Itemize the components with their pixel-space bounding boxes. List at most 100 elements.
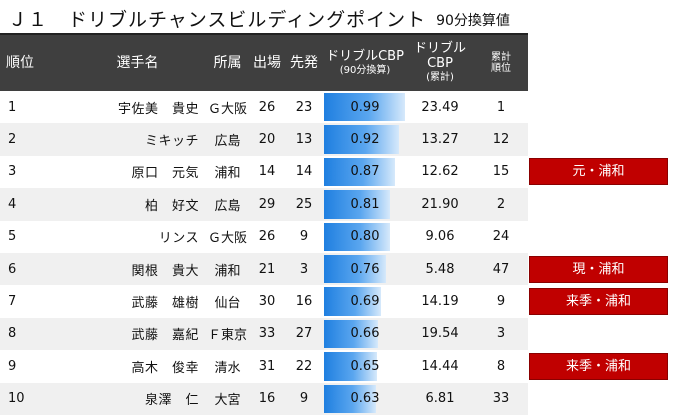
table-row: 3 原口 元気 浦和 14 14 0.87 12.62 15 xyxy=(0,156,528,188)
header-rank: 順位 xyxy=(0,35,70,91)
player-name: 泉澤 仁 xyxy=(70,382,205,415)
cbp-value: 0.69 xyxy=(350,294,380,310)
total-rank-cell: 9 xyxy=(496,294,506,310)
apps-cell: 14 xyxy=(258,164,276,180)
player-name: 武藤 雄樹 xyxy=(131,296,199,312)
cbp-cell: 0.76 xyxy=(324,252,406,286)
table-row: 9 高木 俊幸 清水 31 22 0.65 14.44 8 xyxy=(0,350,528,382)
total-rank-cell: 1 xyxy=(496,99,506,115)
total-cell: 14.19 xyxy=(421,294,459,310)
cbp-value: 0.66 xyxy=(350,326,380,342)
player-name: 武藤 嘉紀 xyxy=(70,317,205,351)
status-badge: 来季・浦和 xyxy=(529,352,668,380)
header-total-rank: 累計 順位 xyxy=(474,35,528,91)
header-cbp-line2: (90分換算) xyxy=(339,64,391,76)
table-header-row: 順位 選手名 所属 出場 先発 ドリブルCBP (90分換算) ドリブル CBP… xyxy=(0,35,528,91)
header-club: 所属 xyxy=(205,35,250,91)
club-cell: 清水 xyxy=(214,360,241,376)
status-badge: 元・浦和 xyxy=(529,158,668,186)
club-cell: 仙台 xyxy=(214,296,241,312)
rank-cell: 8 xyxy=(0,317,70,351)
header-trank-line2: 順位 xyxy=(491,63,511,74)
cbp-value: 0.99 xyxy=(350,99,380,115)
starts-cell: 25 xyxy=(284,188,324,221)
cbp-cell: 0.66 xyxy=(324,317,406,351)
cbp-cell: 0.99 xyxy=(324,91,406,123)
club-cell: Ｆ東京 xyxy=(205,317,250,351)
starts-cell: 22 xyxy=(295,358,313,374)
table-row: 6 関根 貴大 浦和 21 3 0.76 5.48 47 xyxy=(0,252,528,286)
cbp-bar xyxy=(324,157,396,187)
starts-cell: 16 xyxy=(295,294,313,310)
club-cell: 浦和 xyxy=(214,166,241,182)
total-cell: 19.54 xyxy=(406,317,474,351)
club-cell: 浦和 xyxy=(205,252,250,286)
header-total-line1: ドリブル xyxy=(413,41,466,57)
header-name: 選手名 xyxy=(70,35,205,91)
table-row: 5 リンス Ｇ大阪 26 9 0.80 9.06 24 xyxy=(0,221,528,253)
total-cell: 5.48 xyxy=(406,252,474,286)
club-cell: 広島 xyxy=(205,123,250,156)
total-cell: 14.44 xyxy=(421,358,459,374)
total-cell: 23.49 xyxy=(421,99,459,115)
table-row: 10 泉澤 仁大宮 16 9 0.63 6.81 33 xyxy=(0,382,528,415)
cbp-value: 0.80 xyxy=(350,229,380,245)
cbp-bar xyxy=(324,93,406,122)
table-row: 8 武藤 嘉紀 Ｆ東京 33 27 0.66 19.54 3 xyxy=(0,317,528,351)
cbp-value: 0.92 xyxy=(350,132,380,148)
total-cell: 6.81 xyxy=(406,382,474,415)
rank-cell: 6 xyxy=(0,252,70,286)
cbp-value: 0.76 xyxy=(350,261,380,277)
rank-cell: 9 xyxy=(8,358,17,374)
header-trank-line1: 累計 xyxy=(491,51,511,63)
status-badge: 現・浦和 xyxy=(529,255,668,283)
player-name: 柏 好文 xyxy=(70,188,205,221)
apps-cell: 20 xyxy=(250,123,284,156)
rank-cell: 1 xyxy=(8,99,17,115)
cbp-bar xyxy=(324,190,391,219)
total-rank-cell: 2 xyxy=(474,188,528,221)
total-rank-cell: 33 xyxy=(474,382,528,415)
table-row: 1 宇佐美 貴史 Ｇ大阪 26 23 0.99 23.49 1 xyxy=(0,91,528,123)
rank-cell: 5 xyxy=(8,229,17,245)
cbp-value: 0.81 xyxy=(350,196,380,212)
cbp-bar xyxy=(324,125,400,154)
header-total-line2: CBP xyxy=(427,56,453,72)
cbp-cell: 0.81 xyxy=(324,188,406,221)
header-apps: 出場 xyxy=(250,35,284,91)
total-rank-cell: 12 xyxy=(474,123,528,156)
cbp-bar xyxy=(324,352,378,381)
rank-cell: 2 xyxy=(0,123,70,156)
starts-cell: 27 xyxy=(284,317,324,351)
starts-cell: 14 xyxy=(295,164,313,180)
apps-cell: 33 xyxy=(250,317,284,351)
player-name: 高木 俊幸 xyxy=(131,360,199,376)
rank-cell: 4 xyxy=(0,188,70,221)
apps-cell: 21 xyxy=(250,252,284,286)
club-cell: 広島 xyxy=(205,188,250,221)
table-row: 2 ミキッチ 広島 20 13 0.92 13.27 12 xyxy=(0,123,528,156)
total-rank-cell: 47 xyxy=(474,252,528,286)
cbp-cell: 0.65 xyxy=(324,350,406,382)
player-name: ミキッチ xyxy=(70,123,205,156)
total-rank-cell: 3 xyxy=(474,317,528,351)
header-total: ドリブル CBP (累計) xyxy=(406,35,474,91)
starts-cell: 23 xyxy=(295,99,313,115)
rank-cell: 10 xyxy=(0,382,70,415)
title-underline xyxy=(0,33,528,35)
cbp-cell: 0.92 xyxy=(324,123,406,156)
starts-cell: 3 xyxy=(284,252,324,286)
apps-cell: 29 xyxy=(250,188,284,221)
cbp-cell: 0.63 xyxy=(324,382,406,415)
status-badge: 来季・浦和 xyxy=(529,287,668,315)
header-cbp-line1: ドリブルCBP xyxy=(326,48,404,64)
total-cell: 13.27 xyxy=(406,123,474,156)
header-cbp: ドリブルCBP (90分換算) xyxy=(324,35,406,91)
player-name: リンス xyxy=(158,231,199,247)
starts-cell: 9 xyxy=(299,229,309,245)
header-starts: 先発 xyxy=(284,35,324,91)
page-title: Ｊ１ ドリブルチャンスビルディングポイント 90分換算値 xyxy=(8,4,528,32)
cbp-bar xyxy=(324,222,390,251)
header-total-line3: (累計) xyxy=(426,72,454,84)
